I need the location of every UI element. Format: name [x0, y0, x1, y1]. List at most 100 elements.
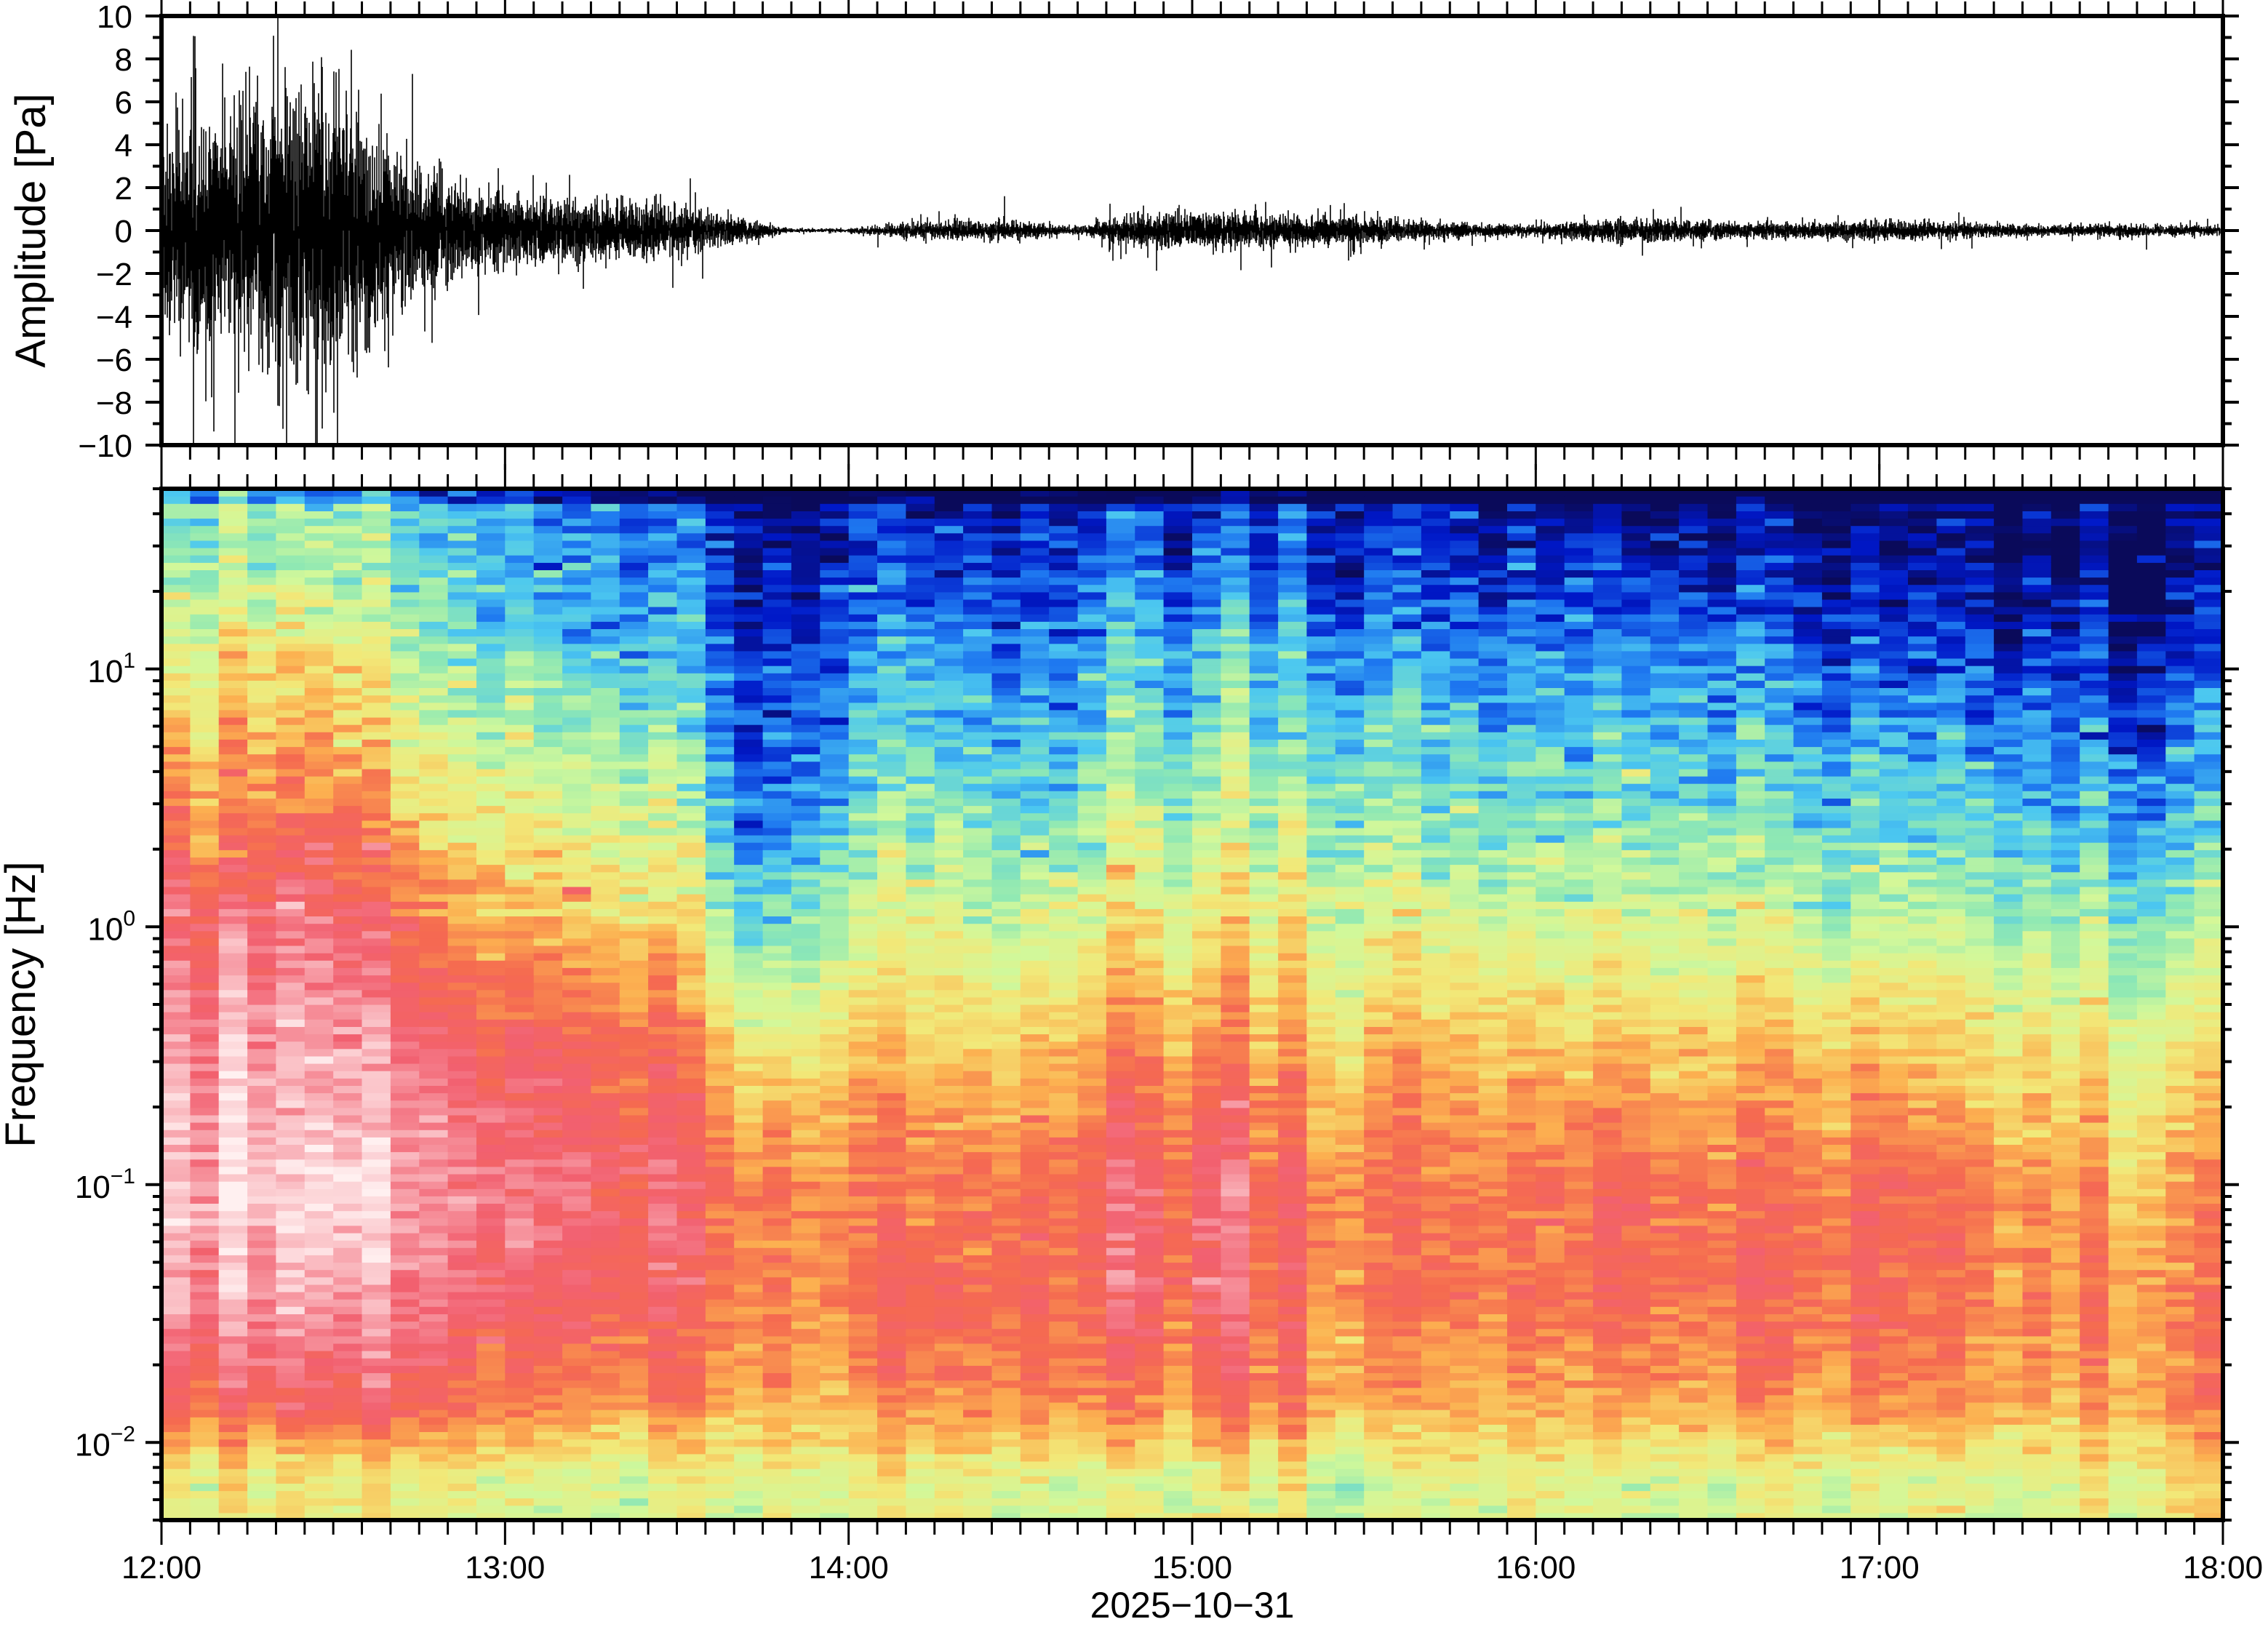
spectrogram-cell	[190, 1196, 219, 1204]
spectrogram-cell	[391, 1019, 420, 1027]
spectrogram-cell	[448, 1247, 477, 1255]
spectrogram-cell	[419, 695, 448, 703]
spectrogram-cell	[620, 607, 649, 615]
spectrogram-cell	[476, 680, 506, 688]
spectrogram-cell	[935, 1255, 964, 1263]
spectrogram-cell	[763, 1004, 792, 1012]
spectrogram-cell	[877, 983, 906, 991]
spectrogram-cell	[591, 1336, 620, 1344]
spectrogram-cell	[849, 946, 878, 954]
spectrogram-cell	[791, 724, 820, 732]
spectrogram-cell	[1021, 1270, 1050, 1278]
spectrogram-cell	[448, 599, 477, 607]
spectrogram-cell	[677, 577, 706, 585]
spectrogram-cell	[906, 658, 935, 666]
spectrogram-cell	[419, 1417, 448, 1425]
spectrogram-cell	[820, 688, 849, 696]
spectrogram-cell	[1049, 1483, 1078, 1491]
spectrogram-cell	[190, 1152, 219, 1160]
spectrogram-cell	[763, 1372, 792, 1380]
spectrogram-cell	[648, 503, 677, 511]
spectrogram-cell	[877, 1506, 906, 1514]
spectrogram-cell	[935, 1483, 964, 1491]
spectrogram-cell	[419, 1314, 448, 1322]
spectrogram-cell	[677, 1380, 706, 1388]
spectrogram-cell	[362, 1247, 391, 1255]
spectrogram-cell	[276, 1063, 305, 1071]
spectrogram-cell	[963, 1343, 992, 1351]
spectrogram-cell	[333, 776, 362, 784]
spectrogram-cell	[820, 636, 849, 644]
spectrogram-cell	[333, 761, 362, 769]
spectrogram-cell	[247, 1417, 276, 1425]
spectrogram-cell	[1078, 614, 1107, 622]
spectrogram-cell	[648, 1306, 677, 1314]
spectrogram-cell	[476, 1152, 506, 1160]
spectrogram-cell	[591, 1004, 620, 1012]
spectrogram-cell	[305, 621, 334, 629]
spectrogram-cell	[591, 747, 620, 755]
spectrogram-cell	[906, 850, 935, 858]
spectrogram-cell	[620, 1130, 649, 1138]
spectrogram-cell	[562, 1498, 591, 1506]
spectrogram-cell	[935, 908, 964, 916]
spectrogram-cell	[1078, 1284, 1107, 1292]
spectrogram-cell	[161, 1483, 191, 1491]
spectrogram-cell	[763, 1167, 792, 1175]
spectrogram-cell	[591, 1476, 620, 1484]
spectrogram-cell	[333, 1322, 362, 1330]
spectrogram-cell	[763, 806, 792, 814]
spectrogram-cell	[534, 658, 563, 666]
spectrogram-cell	[391, 997, 420, 1005]
spectrogram-cell	[648, 1277, 677, 1285]
spectrogram-cell	[333, 828, 362, 836]
spectrogram-cell	[362, 931, 391, 939]
spectrogram-cell	[791, 732, 820, 740]
spectrogram-cell	[1078, 562, 1107, 570]
spectrogram-cell	[906, 644, 935, 652]
spectrogram-cell	[877, 1204, 906, 1212]
spectrogram-cell	[906, 1247, 935, 1255]
spectrogram-cell	[247, 1476, 276, 1484]
spectrogram-cell	[648, 842, 677, 850]
spectrogram-cell	[190, 717, 219, 725]
spectrogram-cell	[305, 1292, 334, 1300]
spectrogram-cell	[849, 614, 878, 622]
spectrogram-cell	[505, 1461, 534, 1469]
spectrogram-cell	[562, 1115, 591, 1123]
spectrogram-cell	[534, 842, 563, 850]
spectrogram-cell	[734, 997, 763, 1005]
spectrogram-cell	[1106, 1063, 1135, 1071]
spectrogram-cell	[448, 1226, 477, 1234]
spectrogram-cell	[505, 636, 534, 644]
spectrogram-cell	[935, 1071, 964, 1079]
spectrogram-cell	[219, 695, 248, 703]
spectrogram-cell	[734, 636, 763, 644]
spectrogram-cell	[219, 828, 248, 836]
spectrogram-cell	[419, 1233, 448, 1241]
spectrogram-cell	[963, 1270, 992, 1278]
spectrogram-cell	[591, 1454, 620, 1462]
spectrogram-cell	[1021, 1196, 1050, 1204]
spectrogram-cell	[877, 526, 906, 534]
spectrogram-cell	[247, 1277, 276, 1285]
spectrogram-cell	[734, 1137, 763, 1145]
spectrogram-cell	[1021, 813, 1050, 821]
spectrogram-cell	[305, 1468, 334, 1476]
spectrogram-cell	[648, 879, 677, 887]
spectrogram-cell	[820, 916, 849, 924]
spectrogram-cell	[706, 585, 735, 593]
spectrogram-cell	[305, 1218, 334, 1226]
spectrogram-cell	[935, 533, 964, 541]
spectrogram-cell	[333, 791, 362, 799]
spectrogram-cell	[562, 673, 591, 681]
spectrogram-cell	[992, 820, 1021, 828]
spectrogram-cell	[276, 806, 305, 814]
spectrogram-cell	[963, 1108, 992, 1116]
spectrogram-cell	[877, 1211, 906, 1219]
spectrogram-cell	[305, 1454, 334, 1462]
spectrogram-cell	[534, 1240, 563, 1248]
spectrogram-cell	[648, 651, 677, 659]
spectrogram-cell	[391, 1447, 420, 1455]
spectrogram-plot-area	[161, 489, 2224, 1521]
